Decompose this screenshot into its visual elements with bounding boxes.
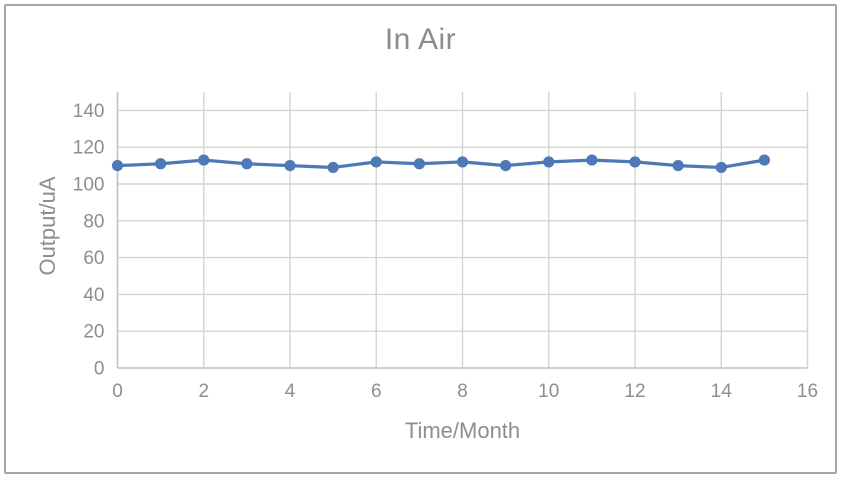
y-tick-label: 60 (83, 248, 104, 269)
chart-title: In Air (384, 23, 457, 56)
x-tick-label: 10 (538, 381, 559, 402)
x-axis-title: Time/Month (404, 418, 521, 443)
data-point-marker (241, 158, 253, 170)
data-point-marker (111, 160, 124, 172)
x-tick-label: 6 (371, 381, 382, 402)
y-tick-label: 20 (83, 322, 104, 343)
data-point-marker (413, 158, 425, 170)
x-tick-label: 0 (112, 381, 123, 402)
data-point-marker (284, 160, 296, 172)
y-tick-label: 100 (73, 175, 105, 196)
data-point-marker (327, 161, 339, 174)
x-tick-label: 12 (624, 381, 645, 402)
data-point-marker (370, 156, 382, 168)
data-point-marker (456, 156, 469, 168)
y-tick-label: 80 (83, 211, 104, 232)
y-tick-label: 120 (73, 138, 105, 159)
x-tick-label: 16 (797, 381, 818, 402)
x-tick-label: 2 (198, 381, 209, 402)
data-point-marker (758, 154, 770, 166)
y-axis-title-text: Output/uA (35, 176, 60, 276)
data-point-marker (586, 154, 598, 166)
data-line (115, 158, 766, 170)
data-point-marker (672, 160, 684, 172)
y-tick-label: 0 (94, 359, 105, 380)
data-point-marker (715, 161, 727, 174)
data-point-marker (155, 158, 167, 170)
y-tick-label: 140 (73, 101, 105, 122)
data-point-marker (629, 156, 641, 168)
data-point-marker (543, 156, 555, 168)
x-tick-label: 14 (711, 381, 733, 402)
x-tick-label: 8 (457, 381, 468, 402)
x-tick-label: 4 (285, 381, 296, 402)
data-point-marker (500, 160, 512, 172)
data-point-marker (198, 154, 210, 166)
y-tick-label: 40 (83, 285, 104, 306)
